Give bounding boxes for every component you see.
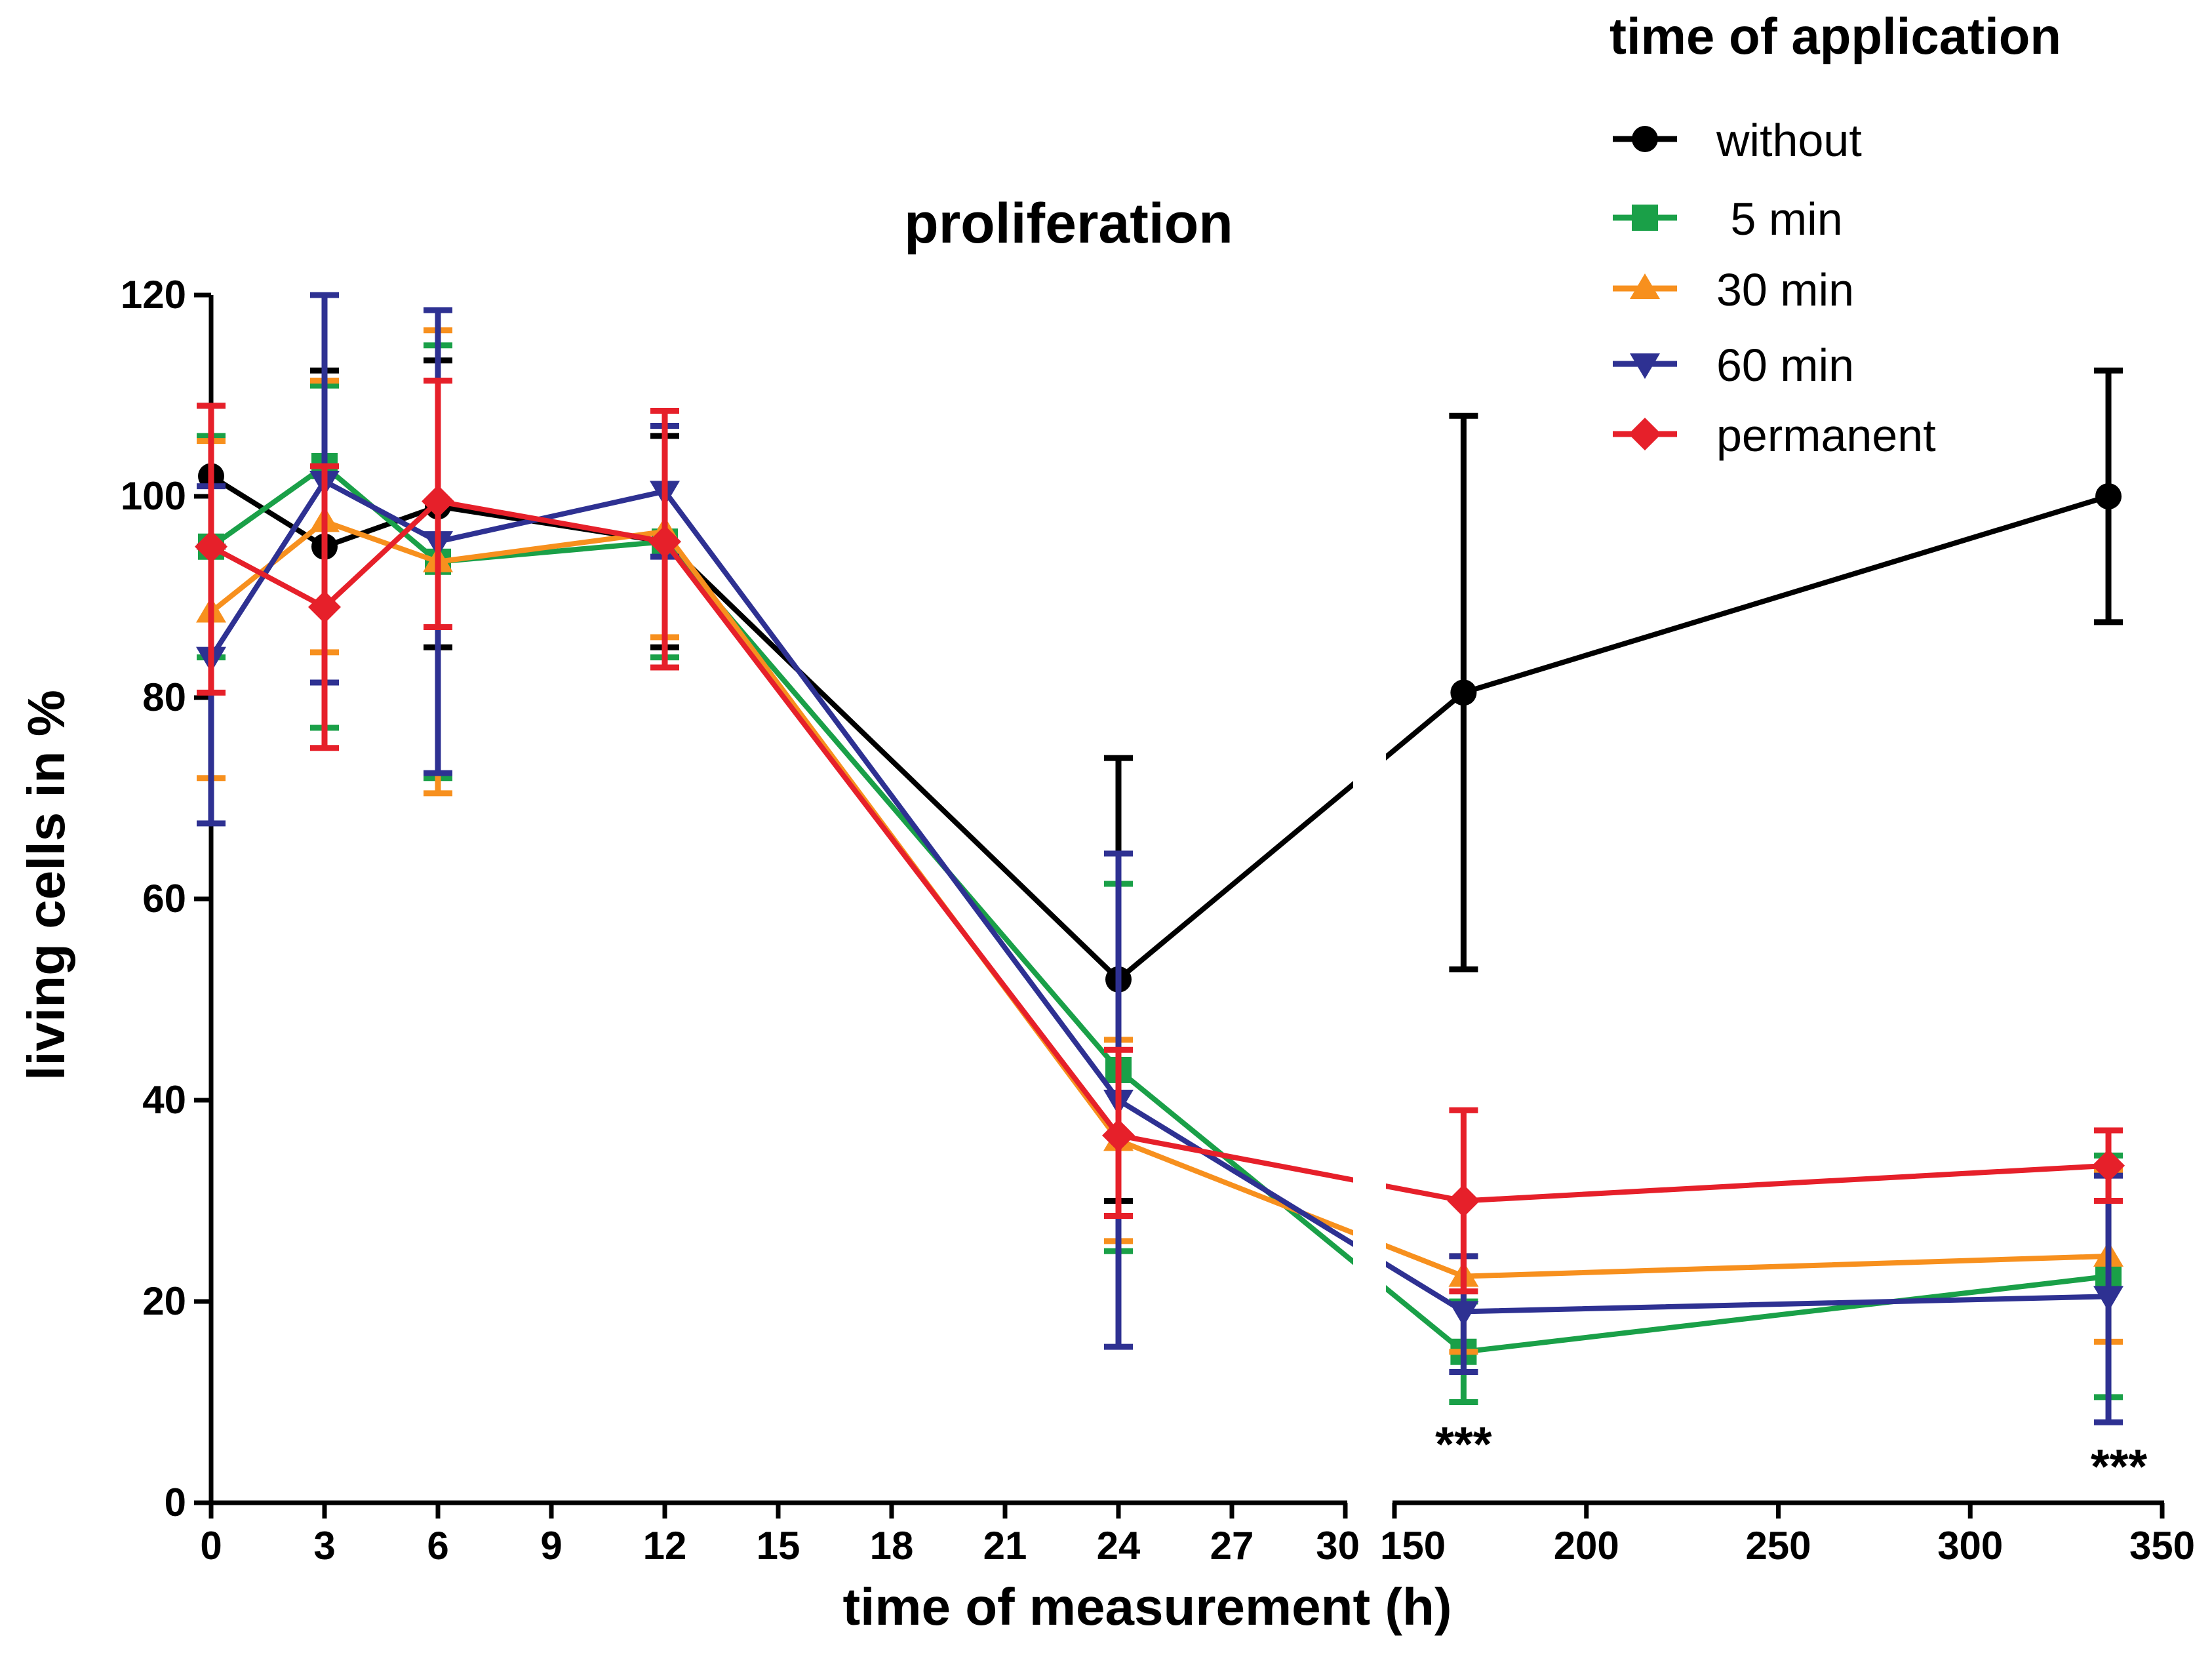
marker-point bbox=[1632, 126, 1658, 152]
series-layer bbox=[195, 292, 2125, 1425]
chart-title: proliferation bbox=[904, 192, 1233, 255]
legend-label: 30 min bbox=[1716, 264, 1854, 315]
marker-point bbox=[1448, 1301, 1479, 1327]
y-tick-label: 40 bbox=[142, 1078, 186, 1122]
legend-label: 60 min bbox=[1716, 340, 1854, 391]
x-tick-label: 0 bbox=[200, 1524, 222, 1568]
x-tick-label: 15 bbox=[757, 1524, 800, 1568]
legend-label: 5 min bbox=[1718, 193, 1843, 245]
x-tick-label: 350 bbox=[2129, 1524, 2195, 1568]
legend: without 5 min 30 min 60 min permanent bbox=[1613, 115, 1936, 461]
x-tick-label: 150 bbox=[1380, 1524, 1446, 1568]
x-tick-label: 250 bbox=[1745, 1524, 1811, 1568]
marker-point bbox=[1450, 679, 1477, 706]
annotations: *** *** bbox=[1435, 1417, 2147, 1494]
legend-label: permanent bbox=[1716, 410, 1936, 461]
legend-item: 30 min bbox=[1613, 264, 1854, 315]
legend-item: 60 min bbox=[1613, 340, 1854, 391]
x-tick-label: 6 bbox=[427, 1524, 448, 1568]
y-axis-label: living cells in % bbox=[17, 690, 75, 1081]
marker-point bbox=[422, 485, 454, 518]
legend-item: permanent bbox=[1613, 410, 1936, 461]
y-tick-label: 100 bbox=[121, 474, 186, 518]
series-permanent bbox=[195, 377, 2125, 1295]
marker-point bbox=[2093, 1286, 2124, 1312]
x-tick-label: 27 bbox=[1210, 1524, 1254, 1568]
y-tick-label: 80 bbox=[142, 675, 186, 719]
marker-point bbox=[1102, 1119, 1135, 1152]
legend-item: 5 min bbox=[1613, 193, 1843, 245]
marker-point bbox=[1629, 418, 1661, 450]
marker-point bbox=[1632, 205, 1658, 231]
x-tick-label: 9 bbox=[540, 1524, 562, 1568]
x-tick-label: 18 bbox=[870, 1524, 914, 1568]
marker-point bbox=[2095, 483, 2122, 509]
y-tick-label: 60 bbox=[142, 877, 186, 921]
x-tick-label: 24 bbox=[1097, 1524, 1141, 1568]
marker-point bbox=[1447, 1184, 1480, 1218]
marker-point bbox=[2092, 1149, 2125, 1182]
x-axis-label: time of measurement (h) bbox=[842, 1578, 1452, 1636]
legend-label: without bbox=[1716, 115, 1862, 166]
marker-point bbox=[308, 590, 341, 624]
x-tick-label: 200 bbox=[1554, 1524, 1619, 1568]
x-tick-label: 21 bbox=[983, 1524, 1027, 1568]
significance-annotation: *** bbox=[1435, 1417, 1492, 1471]
x-tick-label: 30 bbox=[1316, 1524, 1360, 1568]
significance-annotation: *** bbox=[2091, 1439, 2148, 1494]
marker-point bbox=[648, 525, 681, 559]
y-tick-label: 20 bbox=[142, 1279, 186, 1323]
x-tick-label: 300 bbox=[1937, 1524, 2003, 1568]
x-tick-label: 3 bbox=[313, 1524, 335, 1568]
legend-title: time of application bbox=[1610, 7, 2061, 65]
marker-point bbox=[195, 530, 227, 563]
x-tick-label: 12 bbox=[643, 1524, 687, 1568]
legend-item: without bbox=[1613, 115, 1862, 166]
y-tick-label: 120 bbox=[121, 273, 186, 317]
marker-point bbox=[1630, 353, 1660, 379]
y-tick-label: 0 bbox=[165, 1480, 186, 1524]
marker-point bbox=[1630, 273, 1660, 299]
